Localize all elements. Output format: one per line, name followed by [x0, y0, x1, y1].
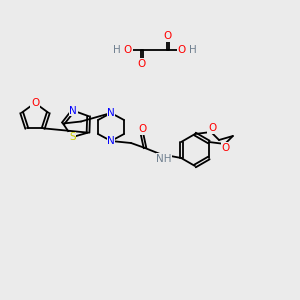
- Text: O: O: [164, 31, 172, 41]
- Text: O: O: [138, 124, 146, 134]
- Text: O: O: [208, 123, 216, 133]
- Text: N: N: [69, 106, 77, 116]
- Text: O: O: [178, 45, 186, 55]
- Text: H: H: [113, 45, 121, 55]
- Text: H: H: [189, 45, 197, 55]
- Text: N: N: [107, 108, 115, 118]
- Text: O: O: [124, 45, 132, 55]
- Text: S: S: [69, 132, 76, 142]
- Text: N: N: [107, 136, 115, 146]
- Text: O: O: [222, 143, 230, 153]
- Text: O: O: [31, 98, 39, 108]
- Text: O: O: [138, 59, 146, 69]
- Text: NH: NH: [156, 154, 172, 164]
